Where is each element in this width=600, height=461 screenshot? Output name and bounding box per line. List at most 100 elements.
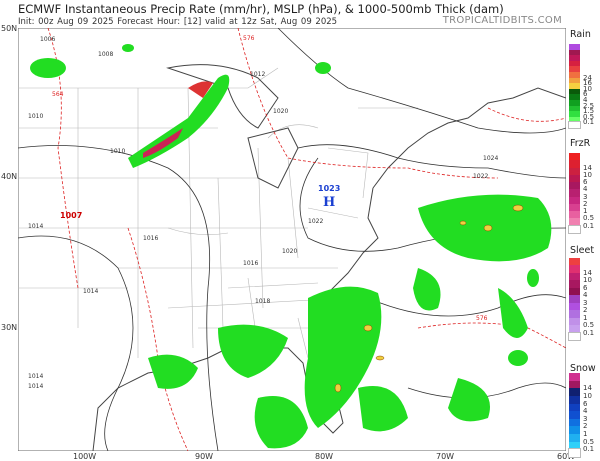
legend-label: 0.5: [583, 437, 595, 446]
lat-label-40n: 40N: [1, 172, 18, 181]
legend-swatch: [569, 116, 580, 123]
legend-swatch: [569, 211, 580, 219]
legend-swatch: [569, 189, 580, 198]
legend-swatch: [569, 418, 580, 427]
legend-label: 3: [583, 192, 588, 201]
legend-swatch: [569, 196, 580, 205]
legend-swatch: [569, 380, 580, 389]
isobar-labels: 1006 1008 1010 1010 1012 1014 1014 1016 …: [28, 36, 498, 390]
legend-swatch: [569, 272, 580, 281]
legend-label: 3: [583, 298, 588, 307]
isobar-label: 1010: [28, 113, 43, 120]
legend-swatch: [568, 224, 581, 235]
legend-label: 6: [583, 283, 588, 292]
legend-label: 0.5: [583, 321, 595, 330]
legend-swatch: [569, 167, 580, 176]
legend-label: 0.5: [583, 112, 595, 121]
lon-label-100w: 100W: [73, 452, 97, 461]
legend-swatch: [569, 388, 580, 397]
thickness-label: 564: [52, 91, 64, 98]
legend-label: 0.1: [583, 328, 595, 337]
legend-label: 10: [583, 170, 592, 179]
legend-swatch: [569, 258, 580, 266]
high-pressure-value: 1023: [318, 184, 340, 193]
legend-label: 6: [583, 399, 588, 408]
isobar-label: 1014: [28, 373, 43, 380]
legend-swatch: [569, 295, 580, 304]
legend-snow-title: Snow: [570, 363, 596, 374]
legend-label: 6: [583, 178, 588, 187]
legend-swatch: [568, 448, 581, 459]
isobar-label: 1020: [282, 248, 297, 255]
brand-watermark: TROPICALTIDBITS.COM: [442, 15, 562, 26]
legend-label: 0.5: [583, 214, 595, 223]
legend-label: 1: [583, 313, 588, 322]
legend-swatch: [569, 60, 580, 67]
legend-swatch: [569, 373, 580, 382]
isobar-label: 1012: [250, 71, 265, 78]
lon-label-90w: 90W: [195, 452, 214, 461]
legend-label: 14: [583, 384, 592, 393]
legend-label: 4: [583, 291, 588, 300]
isobar-label: 1014: [28, 383, 43, 390]
legend-label: 16: [583, 79, 592, 88]
precip-areas: [30, 44, 552, 449]
legend-label: 1: [583, 430, 588, 439]
legend-label: 6: [583, 90, 588, 99]
isobar-label: 1016: [143, 235, 158, 242]
legend-label: 24: [583, 73, 592, 82]
legend-swatch: [569, 310, 580, 319]
legend-swatch: [569, 100, 580, 107]
legend-swatch: [569, 280, 580, 289]
legend-swatch: [569, 411, 580, 420]
legend-swatch: [569, 302, 580, 311]
legend-swatch: [569, 88, 580, 95]
legend-swatch: [569, 403, 580, 412]
state-borders: [18, 67, 418, 359]
legend-label: 14: [583, 163, 592, 172]
legend-swatch: [569, 83, 580, 90]
lat-label-50n: 50N: [1, 24, 18, 33]
legend-label: 2: [583, 306, 588, 315]
isobar-label: 1016: [243, 260, 258, 267]
legend-swatch: [569, 203, 580, 212]
legend-swatch: [569, 174, 580, 183]
legend-label: 2: [583, 422, 588, 431]
legend-swatch: [569, 441, 580, 450]
lon-label-80w: 80W: [315, 452, 334, 461]
legend-label: 4: [583, 407, 588, 416]
legend-label: 2.5: [583, 101, 595, 110]
legend-swatch: [569, 77, 580, 84]
lon-label-60w: 60W: [557, 452, 576, 461]
legend-label: 10: [583, 391, 592, 400]
legend-swatch: [569, 218, 580, 227]
isobar-label: 1008: [98, 51, 113, 58]
isobar-label: 1020: [273, 108, 288, 115]
legend-swatch: [569, 160, 580, 169]
legend-rain-title: Rain: [570, 29, 591, 40]
legend-swatch: [569, 325, 580, 334]
run-info: Init: 00z Aug 09 2025 Forecast Hour: [12…: [18, 17, 338, 27]
legend-sleet-title: Sleet: [570, 245, 595, 256]
legend-frzr-title: FrzR: [570, 138, 591, 149]
thickness-labels: 576 564 576: [52, 35, 488, 322]
legend-swatch: [569, 182, 580, 190]
legend-swatch: [569, 44, 580, 51]
legend-swatch: [569, 111, 580, 118]
legend-label: 0.1: [583, 118, 595, 127]
isobar-label: 1014: [83, 288, 98, 295]
legend-swatch: [568, 331, 581, 342]
legend-label: 1: [583, 207, 588, 216]
legend-swatch: [569, 434, 580, 443]
legend-swatch: [569, 94, 580, 101]
legend-label: 14: [583, 268, 592, 277]
legend-label: 4: [583, 96, 588, 104]
thickness-label: 576: [476, 315, 488, 322]
weather-map[interactable]: 1006 1008 1010 1010 1012 1014 1014 1016 …: [18, 28, 566, 451]
legend-swatch: [569, 49, 580, 56]
thickness-label: 576: [243, 35, 255, 42]
legend-swatch: [569, 72, 580, 79]
legend-swatch: [569, 66, 580, 73]
chart-title: ECMWF Instantaneous Precip Rate (mm/hr),…: [18, 2, 504, 16]
isobar-label: 1006: [40, 36, 55, 43]
